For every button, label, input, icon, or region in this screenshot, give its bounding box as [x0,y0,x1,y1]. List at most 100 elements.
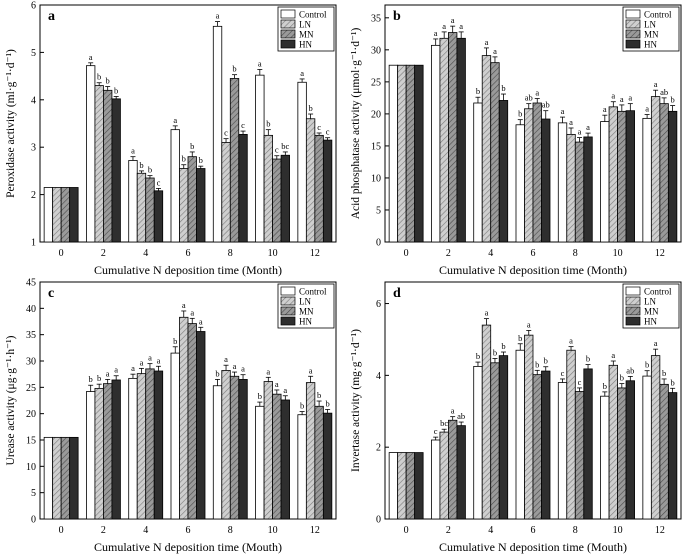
bar-mn [145,368,155,520]
y-tick-label: 20 [26,409,36,420]
significance-letter: a [309,365,313,375]
significance-letter: a [569,117,573,127]
bar-control [212,25,223,243]
significance-letter: b [535,359,539,369]
x-tick-label: 4 [143,248,148,259]
significance-letter: b [199,155,203,165]
bar-mn [659,383,669,520]
bar-ln [397,64,407,243]
bar-control [297,81,307,243]
significance-letter: a [140,357,144,367]
significance-letter: a [442,21,446,31]
bar-hn [153,190,164,243]
y-tick-label: 0 [376,238,381,249]
bar-control [297,414,307,520]
bar-hn [238,379,248,520]
significance-letter: a [645,104,649,114]
bar-mn [103,383,113,520]
legend-swatch-hn [625,39,641,49]
bar-ln [524,334,534,520]
bar-mn [532,102,542,243]
significance-letter: c [317,122,321,132]
bar-ln [397,452,407,520]
x-tick-label: 10 [268,248,278,259]
significance-letter: b [173,336,177,346]
panel-letter: a [48,9,55,24]
bar-ln [52,436,62,520]
legend-label-ln: LN [299,297,311,307]
bar-ln [439,37,449,243]
bar-ln [179,316,189,520]
legend-label-control: Control [644,287,672,297]
bar-ln [608,106,618,243]
y-tick-label: 15 [26,436,36,447]
bar-hn [667,392,678,520]
significance-letter: b [518,333,522,343]
bar-mn [187,156,197,243]
bar-mn [314,405,324,520]
bar-hn [322,412,333,520]
y-tick-label: 1 [31,238,36,249]
bar-control [388,452,399,520]
significance-letter: b [148,165,152,175]
significance-letter: a [106,368,110,378]
legend-label-mn: MN [644,30,659,40]
significance-letter: ab [542,100,550,110]
legend-label-hn: HN [299,317,312,327]
bar-ln [221,370,231,520]
y-tick-label: 25 [371,77,381,88]
bar-control [431,44,441,243]
x-tick-label: 6 [531,525,536,536]
significance-letter: a [131,363,135,373]
bar-hn [667,110,678,243]
legend-label-hn: HN [644,317,657,327]
bar-mn [187,323,197,520]
x-tick-label: 10 [613,248,623,259]
x-axis-label: Cumulative N deposition time (Month) [439,263,627,277]
bar-ln [52,187,62,243]
bar-hn [196,331,206,520]
bar-ln [179,168,189,243]
x-axis-label: Cumulative N deposition time (Mouth) [439,540,627,554]
x-tick-label: 8 [573,248,578,259]
significance-letter: b [645,360,649,370]
significance-letter: a [157,355,161,365]
legend-label-control: Control [299,10,327,20]
x-tick-label: 10 [613,525,623,536]
significance-letter: b [97,72,101,82]
x-tick-label: 4 [143,525,148,536]
bar-control [600,395,610,520]
x-tick-label: 0 [404,248,409,259]
bar-mn [448,32,458,243]
bar-control [128,377,138,520]
bar-mn [617,387,627,520]
legend-swatch-mn [625,29,641,39]
significance-letter: a [275,379,279,389]
significance-letter: c [275,145,279,155]
legend-swatch-hn [625,316,641,326]
bar-hn [498,100,509,243]
bar-mn [448,419,458,520]
x-axis-label: Cumulative N deposition time (Mouth) [94,540,282,554]
y-tick-label: 30 [371,45,381,56]
x-tick-label: 0 [59,248,64,259]
bar-ln [263,134,273,243]
significance-letter: a [527,319,531,329]
y-tick-label: 2 [376,443,381,454]
y-axis-label: Urease activity (μg·g⁻¹·h⁻¹) [5,335,17,465]
significance-letter: b [266,119,270,129]
y-tick-label: 6 [376,299,381,310]
significance-letter: a [199,316,203,326]
legend-label-hn: HN [299,40,312,50]
y-axis-label: Peroxidase activity (ml·g⁻¹·d⁻¹) [5,49,17,198]
bar-hn [111,379,121,520]
significance-letter: bc [281,141,289,151]
bar-mn [272,158,282,243]
significance-letter: a [283,385,287,395]
y-tick-label: 40 [26,304,36,315]
legend-swatch-hn [280,39,296,49]
